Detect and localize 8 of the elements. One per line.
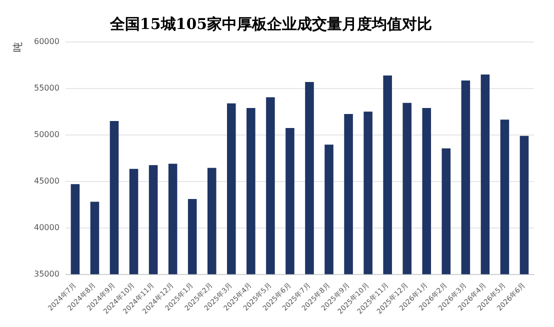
y-tick-label: 60000	[34, 37, 60, 46]
y-tick-label: 35000	[34, 269, 60, 278]
y-tick-label: 40000	[34, 222, 60, 232]
chart-title: 全国15城105家中厚板企业成交量月度均值对比	[108, 14, 432, 33]
y-axis-title: 吨	[12, 42, 24, 52]
y-tick-label: 55000	[34, 84, 60, 93]
y-tick-label: 50000	[34, 130, 60, 139]
y-tick-label: 45000	[34, 176, 60, 186]
